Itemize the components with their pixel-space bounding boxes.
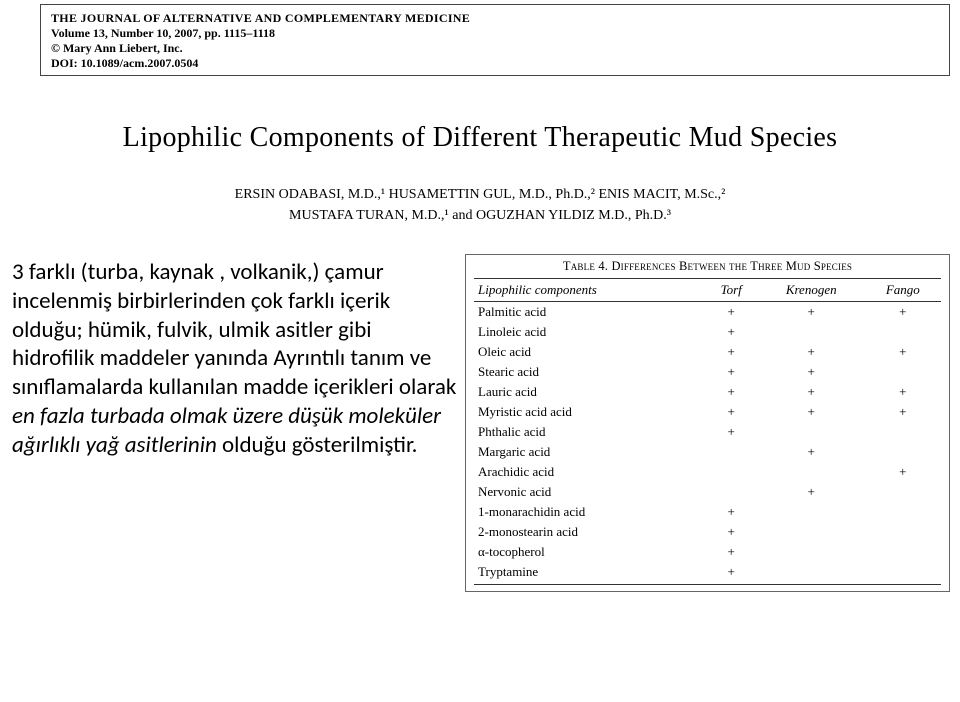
- cell-value: +: [705, 402, 758, 422]
- cell-value: [865, 482, 941, 502]
- table-row: Nervonic acid +: [474, 482, 941, 502]
- cell-value: +: [705, 422, 758, 442]
- col-lipophilic: Lipophilic components: [474, 279, 705, 302]
- table-row: α-tocopherol+: [474, 542, 941, 562]
- table-caption-rest: Differences Between the Three Mud Specie…: [608, 259, 852, 273]
- cell-value: +: [705, 522, 758, 542]
- table-caption: Table 4. Differences Between the Three M…: [474, 259, 941, 274]
- component-name: Lauric acid: [474, 382, 705, 402]
- cell-value: +: [705, 502, 758, 522]
- summary-part1: 3 farklı (turba, kaynak , volkanik,) çam…: [12, 258, 456, 401]
- col-krenogen: Krenogen: [758, 279, 865, 302]
- component-name: Nervonic acid: [474, 482, 705, 502]
- paper-header: THE JOURNAL OF ALTERNATIVE AND COMPLEMEN…: [40, 4, 950, 76]
- table-row: Myristic acid acid+++: [474, 402, 941, 422]
- paper-title: Lipophilic Components of Different Thera…: [20, 122, 940, 154]
- table-caption-prefix: Table 4.: [563, 259, 608, 273]
- mud-species-table: Lipophilic components Torf Krenogen Fang…: [474, 278, 941, 585]
- table-row: Arachidic acid +: [474, 462, 941, 482]
- component-name: α-tocopherol: [474, 542, 705, 562]
- doi-line: DOI: 10.1089/acm.2007.0504: [51, 56, 939, 71]
- cell-value: +: [758, 362, 865, 382]
- cell-value: +: [865, 382, 941, 402]
- lower-section: 3 farklı (turba, kaynak , volkanik,) çam…: [0, 244, 960, 592]
- component-name: Phthalic acid: [474, 422, 705, 442]
- cell-value: [758, 462, 865, 482]
- cell-value: [758, 562, 865, 585]
- component-name: 2-monostearin acid: [474, 522, 705, 542]
- cell-value: +: [705, 562, 758, 585]
- cell-value: +: [705, 342, 758, 362]
- cell-value: +: [705, 302, 758, 323]
- cell-value: [865, 422, 941, 442]
- summary-part2: olduğu gösterilmiştir.: [217, 431, 418, 459]
- cell-value: +: [758, 402, 865, 422]
- cell-value: +: [705, 362, 758, 382]
- table-row: Tryptamine+: [474, 562, 941, 585]
- cell-value: [705, 442, 758, 462]
- journal-name: THE JOURNAL OF ALTERNATIVE AND COMPLEMEN…: [51, 11, 939, 26]
- table-header-row: Lipophilic components Torf Krenogen Fang…: [474, 279, 941, 302]
- cell-value: +: [865, 342, 941, 362]
- table-4: Table 4. Differences Between the Three M…: [465, 254, 950, 592]
- volume-line: Volume 13, Number 10, 2007, pp. 1115–111…: [51, 26, 939, 41]
- table-row: Stearic acid++: [474, 362, 941, 382]
- cell-value: [865, 362, 941, 382]
- author-block: ERSIN ODABASI, M.D.,¹ HUSAMETTIN GUL, M.…: [60, 184, 900, 226]
- component-name: 1-monarachidin acid: [474, 502, 705, 522]
- cell-value: +: [705, 322, 758, 342]
- table-row: Margaric acid +: [474, 442, 941, 462]
- cell-value: [705, 462, 758, 482]
- cell-value: [758, 422, 865, 442]
- summary-text: 3 farklı (turba, kaynak , volkanik,) çam…: [12, 254, 457, 459]
- cell-value: +: [758, 442, 865, 462]
- component-name: Margaric acid: [474, 442, 705, 462]
- table-row: Linoleic acid+: [474, 322, 941, 342]
- cell-value: +: [705, 382, 758, 402]
- col-torf: Torf: [705, 279, 758, 302]
- cell-value: [865, 442, 941, 462]
- cell-value: [758, 502, 865, 522]
- component-name: Arachidic acid: [474, 462, 705, 482]
- publisher-line: © Mary Ann Liebert, Inc.: [51, 41, 939, 56]
- table-row: 2-monostearin acid+: [474, 522, 941, 542]
- cell-value: [705, 482, 758, 502]
- cell-value: +: [758, 482, 865, 502]
- cell-value: [865, 322, 941, 342]
- col-fango: Fango: [865, 279, 941, 302]
- cell-value: +: [758, 302, 865, 323]
- authors-line-2: MUSTAFA TURAN, M.D.,¹ and OGUZHAN YILDIZ…: [60, 205, 900, 226]
- cell-value: +: [865, 462, 941, 482]
- authors-line-1: ERSIN ODABASI, M.D.,¹ HUSAMETTIN GUL, M.…: [60, 184, 900, 205]
- cell-value: [865, 562, 941, 585]
- component-name: Palmitic acid: [474, 302, 705, 323]
- component-name: Myristic acid acid: [474, 402, 705, 422]
- component-name: Tryptamine: [474, 562, 705, 585]
- table-row: 1-monarachidin acid+: [474, 502, 941, 522]
- table-row: Lauric acid+++: [474, 382, 941, 402]
- cell-value: [865, 522, 941, 542]
- cell-value: [758, 522, 865, 542]
- cell-value: [865, 542, 941, 562]
- cell-value: +: [758, 342, 865, 362]
- table-row: Phthalic acid+: [474, 422, 941, 442]
- table-row: Palmitic acid+++: [474, 302, 941, 323]
- component-name: Stearic acid: [474, 362, 705, 382]
- component-name: Linoleic acid: [474, 322, 705, 342]
- cell-value: +: [865, 302, 941, 323]
- cell-value: +: [865, 402, 941, 422]
- table-row: Oleic acid+++: [474, 342, 941, 362]
- cell-value: +: [758, 382, 865, 402]
- cell-value: [758, 322, 865, 342]
- component-name: Oleic acid: [474, 342, 705, 362]
- cell-value: [865, 502, 941, 522]
- cell-value: [758, 542, 865, 562]
- cell-value: +: [705, 542, 758, 562]
